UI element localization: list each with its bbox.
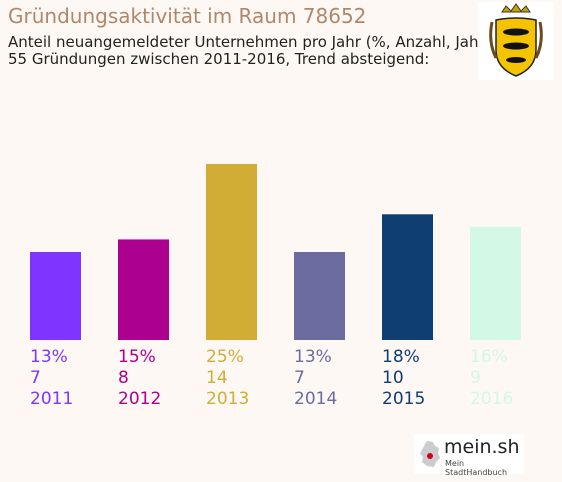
count-label: 14: [206, 368, 228, 388]
coat-of-arms-icon: [478, 2, 554, 80]
percent-label: 13%: [30, 347, 68, 367]
year-label: 2015: [382, 389, 426, 409]
bar-2015: [382, 214, 433, 340]
bar-label-group: 13% 7 2014: [294, 347, 354, 410]
bar-label-group: 13% 7 2011: [30, 347, 90, 410]
subtitle-line-1: Anteil neuangemeldeter Unternehmen pro J…: [8, 33, 491, 51]
bar-2016: [470, 226, 521, 340]
percent-label: 25%: [206, 347, 244, 367]
year-label: 2011: [30, 389, 74, 409]
bar-label-group: 16% 9 2016: [470, 347, 530, 410]
logo-tagline: Mein StadtHandbuch: [445, 459, 508, 477]
subtitle-line-2: 55 Gründungen zwischen 2011-2016, Trend …: [8, 50, 430, 68]
count-label: 10: [382, 368, 404, 388]
bar-label-group: 18% 10 2015: [382, 347, 442, 410]
percent-label: 18%: [382, 347, 420, 367]
bar-2014: [294, 252, 345, 340]
logo-name: mein.sh: [444, 436, 520, 458]
bar-label-group: 15% 8 2012: [118, 347, 178, 410]
percent-label: 15%: [118, 347, 156, 367]
chart-subtitle: Anteil neuangemeldeter Unternehmen pro J…: [8, 34, 491, 68]
count-label: 7: [294, 368, 305, 388]
bar-2013: [206, 164, 257, 340]
germany-map-icon: [420, 441, 440, 467]
bar-2012: [118, 239, 169, 340]
year-label: 2012: [118, 389, 162, 409]
percent-label: 13%: [294, 347, 332, 367]
bar-label-group: 25% 14 2013: [206, 347, 266, 410]
percent-label: 16%: [470, 347, 508, 367]
year-label: 2013: [206, 389, 250, 409]
count-label: 7: [30, 368, 41, 388]
count-label: 8: [118, 368, 129, 388]
chart-title: Gründungsaktivität im Raum 78652: [8, 4, 367, 28]
year-label: 2016: [470, 389, 514, 409]
mein-sh-logo[interactable]: mein.sh Mein StadtHandbuch: [414, 434, 524, 477]
year-label: 2014: [294, 389, 338, 409]
bar-2011: [30, 252, 81, 340]
count-label: 9: [470, 368, 481, 388]
